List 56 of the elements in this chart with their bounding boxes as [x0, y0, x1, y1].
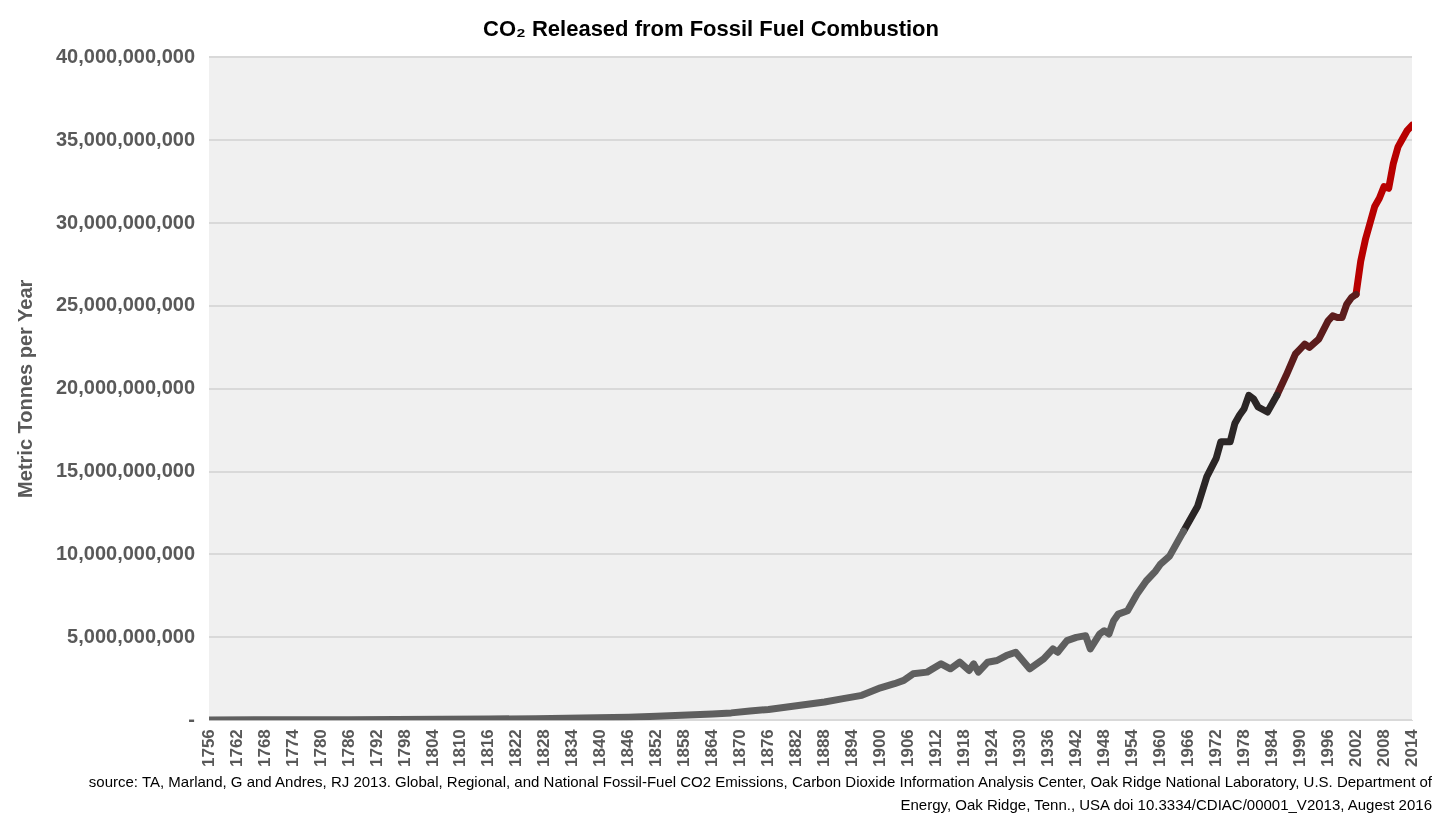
x-tick-label: 1762 [226, 729, 246, 768]
x-tick-label: 2014 [1401, 728, 1421, 768]
x-tick-label: 1852 [646, 729, 666, 768]
y-tick-label: 25,000,000,000 [55, 293, 196, 316]
x-tick-label: 1846 [618, 729, 638, 768]
y-axis-title: Metric Tonnes per Year [13, 279, 36, 498]
x-tick-label: 1954 [1121, 728, 1141, 768]
x-tick-label: 1936 [1038, 729, 1057, 768]
y-tick-label: 30,000,000,000 [55, 210, 196, 233]
x-tick-label: 1876 [758, 729, 778, 768]
x-tick-label: 1870 [730, 729, 750, 768]
y-tick-label: 15,000,000,000 [55, 459, 196, 482]
y-tick-label: 5,000,000,000 [67, 624, 196, 647]
x-tick-label: 1960 [1149, 729, 1169, 768]
x-tick-label: 1774 [282, 728, 302, 768]
x-tick-label: 1780 [310, 729, 330, 768]
x-tick-label: 1822 [506, 729, 526, 768]
x-tick-label: 1840 [590, 729, 610, 768]
x-tick-label: 1882 [786, 729, 806, 768]
x-tick-label: 1972 [1205, 729, 1225, 768]
x-tick-label: 1828 [534, 729, 554, 768]
x-tick-label: 1948 [1093, 729, 1113, 768]
x-tick-label: 1930 [1010, 729, 1030, 768]
x-tick-label: 1810 [450, 729, 470, 768]
x-tick-label: 1912 [926, 729, 946, 768]
x-tick-label: 1900 [870, 729, 890, 768]
x-tick-label: 1804 [422, 728, 442, 768]
x-tick-label: 1798 [394, 729, 414, 768]
x-tick-label: 1816 [478, 729, 498, 768]
x-tick-label: 1858 [674, 729, 694, 768]
x-tick-label: 1864 [702, 728, 722, 768]
x-tick-label: 1792 [366, 729, 386, 768]
x-tick-label: 1768 [254, 729, 274, 768]
x-tick-label: 1888 [814, 729, 834, 768]
x-tick-label: 1966 [1177, 729, 1197, 768]
chart-title: CO₂ Released from Fossil Fuel Combustion [483, 16, 939, 42]
x-tick-label: 2002 [1345, 729, 1365, 768]
x-tick-label: 1786 [338, 729, 358, 768]
x-tick-label: 1942 [1065, 729, 1085, 768]
x-tick-label: 2008 [1373, 729, 1393, 768]
x-tick-label: 1984 [1261, 728, 1281, 768]
x-tick-label: 1996 [1317, 729, 1337, 768]
x-tick-label: 1918 [954, 729, 974, 768]
x-tick-label: 1990 [1289, 729, 1309, 768]
x-tick-label: 1924 [982, 728, 1002, 768]
x-tick-label: 1756 [198, 729, 218, 768]
y-tick-label: 35,000,000,000 [55, 127, 196, 150]
x-tick-label: 1894 [842, 728, 862, 768]
x-tick-label: 1834 [562, 728, 582, 768]
y-tick-label: 10,000,000,000 [55, 542, 196, 564]
x-tick-label: 1978 [1233, 729, 1253, 768]
source-note: source: TA, Marland, G and Andres, RJ 2013. Global, Regional, and National Fossil-Fuel CO2 Emissions, Carbon Dioxide Information Analysis Center, Oak Ridge National Laboratory, U.S. Department of Energy, Oak Ridge, Tenn., USA doi 10.3334/CDIAC/00001_V2013, Augest 2016 [87, 772, 1432, 815]
y-tick-label: - [188, 707, 196, 730]
y-tick-label: 40,000,000,000 [55, 44, 196, 67]
y-tick-label: 20,000,000,000 [55, 376, 196, 399]
x-tick-label: 1906 [898, 729, 918, 768]
